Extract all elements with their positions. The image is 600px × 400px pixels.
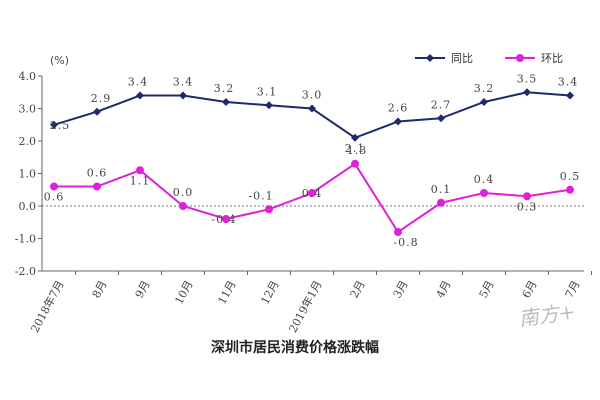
y-tick-label: 1.0 xyxy=(19,168,37,181)
data-label: 3.2 xyxy=(214,82,235,95)
series-point xyxy=(136,166,144,175)
data-label: 2.9 xyxy=(91,92,112,105)
series-point xyxy=(179,202,187,210)
series-point xyxy=(480,189,488,197)
data-label: 0.6 xyxy=(87,167,108,180)
legend-swatch-marker xyxy=(516,54,524,62)
data-label: 3.2 xyxy=(474,82,495,95)
series-point xyxy=(136,91,144,100)
x-tick-label: 9月 xyxy=(133,278,153,300)
y-tick-label: 2.0 xyxy=(19,135,37,148)
y-tick-label: 4.0 xyxy=(19,70,37,83)
series-point xyxy=(523,88,531,97)
series-point xyxy=(523,192,531,201)
data-label: 0.5 xyxy=(560,170,581,183)
data-label: 3.4 xyxy=(558,76,579,89)
watermark: 南方+ xyxy=(517,299,577,331)
series-point xyxy=(265,205,273,214)
series-point xyxy=(93,182,101,191)
y-tick-label: -1.0 xyxy=(15,233,36,246)
data-label: 0.4 xyxy=(302,187,323,200)
legend-label: 同比 xyxy=(451,52,473,65)
series-point xyxy=(50,120,58,129)
data-label: 3.1 xyxy=(257,85,278,98)
data-label: 0.4 xyxy=(474,173,495,186)
y-tick-label: 0.0 xyxy=(19,200,37,213)
data-label: 0.0 xyxy=(173,186,194,199)
x-tick-label: 8月 xyxy=(90,278,110,300)
data-label: 2.6 xyxy=(388,102,409,115)
x-tick-label: 6月 xyxy=(520,278,540,300)
data-label: 3.4 xyxy=(173,76,194,89)
x-tick-labels: 2018年7月 8月 9月 10月 11月 12月 2019年1月 2月 3月 4月 5月 6月 7月 xyxy=(28,278,583,335)
data-label: 0.6 xyxy=(44,191,65,204)
x-tick-label: 11月 xyxy=(215,278,238,306)
series-point xyxy=(222,98,230,106)
data-labels: 2.5 2.9 3.4 3.4 3.2 3.1 3.0 2.1 2.6 2.7 3.2 3.5 3.4 0… xyxy=(44,72,581,249)
data-label: 3.4 xyxy=(128,76,149,89)
series-point xyxy=(480,98,488,106)
series-point xyxy=(50,182,58,191)
y-axis-unit: (%) xyxy=(50,54,69,67)
series-layer xyxy=(50,88,574,236)
axis-layer xyxy=(38,75,592,275)
data-label: 3.5 xyxy=(517,72,538,85)
x-tick-label: 3月 xyxy=(391,278,411,300)
x-tick-label: 4月 xyxy=(434,278,454,300)
series-point xyxy=(566,91,574,100)
series-point xyxy=(308,104,316,113)
series-point xyxy=(265,101,273,110)
y-tick-labels: 4.0 3.0 2.0 1.0 0.0 -1.0 -2.0 xyxy=(15,70,36,278)
x-tick-label: 10月 xyxy=(172,278,195,306)
series-point xyxy=(351,159,359,168)
series-point xyxy=(179,91,187,100)
data-label: 0.3 xyxy=(517,200,538,213)
x-tick-label: 7月 xyxy=(563,278,583,300)
chart-title: 深圳市居民消费价格涨跌幅 xyxy=(211,339,379,356)
data-label: -0.1 xyxy=(248,189,273,202)
series-point xyxy=(308,189,316,197)
data-label: 2.1 xyxy=(345,142,366,155)
series-point xyxy=(351,133,359,142)
data-label: 2.5 xyxy=(50,119,71,132)
data-label: 1.3 xyxy=(347,144,368,157)
legend-label: 环比 xyxy=(541,52,563,65)
series-point xyxy=(437,114,445,123)
series-point xyxy=(394,228,402,236)
series-point xyxy=(437,198,445,207)
data-label: -0.8 xyxy=(393,236,418,249)
series-point xyxy=(394,117,402,126)
legend: 同比 环比 xyxy=(415,52,563,65)
data-label: 1.1 xyxy=(130,174,151,187)
data-label: 3.0 xyxy=(302,89,323,102)
x-tick-label: 12月 xyxy=(258,278,281,306)
x-tick-label: 2月 xyxy=(348,278,368,300)
data-label: 2.7 xyxy=(431,98,452,111)
x-tick-label: 2019年1月 xyxy=(286,278,325,335)
y-tick-label: -2.0 xyxy=(15,265,36,278)
series-point xyxy=(566,185,574,194)
series-point xyxy=(222,215,230,223)
data-label: -0.4 xyxy=(211,213,236,226)
series-point xyxy=(93,107,101,116)
y-tick-label: 3.0 xyxy=(19,103,37,116)
x-tick-label: 5月 xyxy=(477,278,497,300)
legend-swatch-marker xyxy=(426,54,434,62)
x-tick-label: 2018年7月 xyxy=(28,278,67,335)
data-label: 0.1 xyxy=(431,183,452,196)
